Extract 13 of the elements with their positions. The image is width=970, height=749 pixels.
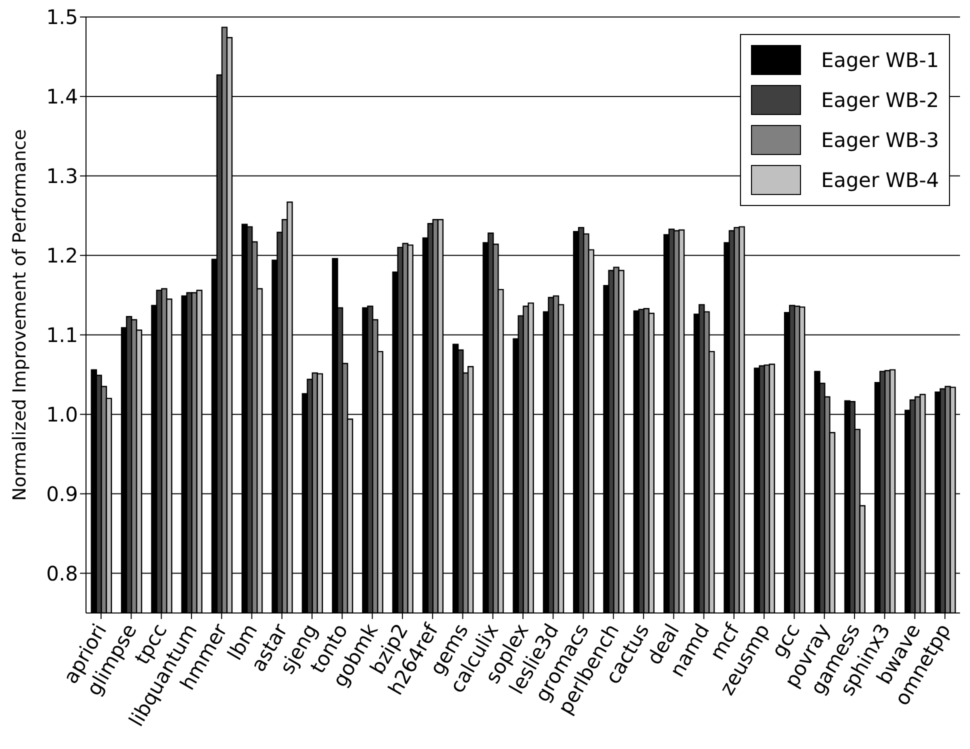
legend-label: Eager WB-3 <box>821 128 939 152</box>
y-tick-label: 1.4 <box>46 84 78 109</box>
y-tick-label: 1.2 <box>46 244 78 268</box>
legend-label: Eager WB-4 <box>821 168 939 192</box>
y-tick-label: 0.8 <box>46 561 78 586</box>
y-tick-label: 1.3 <box>46 164 78 188</box>
legend-label: Eager WB-2 <box>821 88 939 112</box>
legend-label: Eager WB-1 <box>821 48 939 72</box>
y-tick-label: 0.9 <box>46 482 78 506</box>
y-tick-label: 1.5 <box>46 5 78 30</box>
y-axis-title: Normalized Improvement of Performance <box>10 129 30 501</box>
y-tick-label: 1.0 <box>46 402 78 426</box>
y-tick-label: 1.1 <box>46 322 78 347</box>
